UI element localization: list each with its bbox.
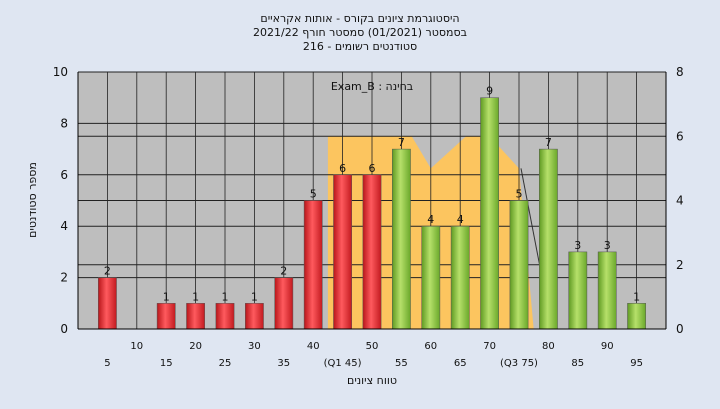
bar: [333, 174, 352, 330]
y-axis-label: מספר סטודנטים: [26, 162, 39, 238]
bar-value-label: 7: [398, 136, 405, 149]
x-tick-label: (Q1 45): [324, 358, 362, 369]
x-tick-label: 20: [189, 341, 202, 352]
x-tick-label: 40: [307, 341, 320, 352]
y-tick-label: 0: [60, 322, 68, 336]
bar-value-label: 4: [427, 213, 434, 226]
bar: [156, 303, 176, 330]
y-tick-label: 4: [60, 219, 68, 233]
x-tick-label: 5: [104, 358, 110, 369]
bar: [245, 303, 264, 330]
bar-value-label: 7: [545, 136, 552, 149]
bar-value-label: 6: [339, 162, 346, 175]
bar-value-label: 5: [516, 188, 523, 201]
bar: [215, 303, 235, 330]
x-tick-label: 60: [424, 341, 437, 352]
bar-value-label: 6: [369, 162, 376, 175]
x-tick-label: (Q3 75): [500, 358, 538, 369]
y2-tick-label: 8: [676, 65, 684, 79]
bar: [627, 303, 646, 330]
bar: [274, 277, 294, 330]
x-tick-label: 10: [130, 341, 143, 352]
bar-value-label: 9: [486, 85, 493, 98]
bar: [362, 174, 382, 330]
x-tick-label: 85: [571, 358, 584, 369]
y2-tick-label: 0: [676, 322, 684, 336]
median-trend-line: [520, 168, 542, 273]
bar-value-label: 1: [192, 290, 199, 303]
bar-value-label: 3: [574, 239, 581, 252]
bar-value-label: 2: [104, 265, 111, 278]
bar-value-label: 1: [633, 290, 640, 303]
x-tick-label: 25: [219, 358, 232, 369]
bar-value-label: 4: [457, 213, 464, 226]
x-tick-label: 55: [395, 358, 408, 369]
x-tick-label: 50: [366, 341, 379, 352]
bar: [568, 251, 588, 330]
bar-value-label: 5: [310, 188, 317, 201]
y-tick-label: 10: [53, 65, 68, 79]
bar: [597, 251, 617, 330]
bar-value-label: 1: [163, 290, 170, 303]
y2-tick-label: 2: [676, 258, 684, 272]
bar: [392, 148, 411, 330]
x-tick-label: 30: [248, 341, 261, 352]
y-tick-label: 8: [60, 116, 68, 130]
x-tick-label: 65: [454, 358, 467, 369]
bar-value-label: 3: [604, 239, 611, 252]
x-axis-label: טווח ציונים: [347, 374, 397, 387]
bar-value-label: 2: [280, 265, 287, 278]
bar: [303, 200, 323, 330]
bar: [509, 200, 529, 330]
title-line-3: סטודנטים רשומים - 216: [303, 40, 417, 53]
x-tick-label: 80: [542, 341, 555, 352]
x-tick-label: 35: [277, 358, 290, 369]
bar: [539, 148, 558, 330]
y2-tick-label: 6: [676, 129, 684, 143]
bar-value-label: 1: [251, 290, 258, 303]
bar: [186, 303, 205, 330]
bar: [480, 97, 499, 330]
x-tick-label: 15: [160, 358, 173, 369]
exam-annotation: בחינה : Exam_B: [331, 80, 413, 93]
x-tick-label: 90: [601, 341, 614, 352]
y-tick-label: 6: [60, 168, 68, 182]
x-tick-label: 70: [483, 341, 496, 352]
bar: [450, 225, 470, 330]
y-tick-label: 2: [60, 271, 68, 285]
bar: [98, 277, 117, 330]
bars: 2 1 1 1 1 2 5 6 6 7 4 4 9 5 7 3 3 1: [98, 85, 646, 330]
title-line-2: בסמסטר (01/2021) סמסטר חורף 2021/22: [253, 26, 467, 39]
title-line-1: היסטוגרמת ציונים בקורס - אותות אקראיים: [260, 12, 459, 25]
bar-value-label: 1: [222, 290, 229, 303]
x-tick-label: 95: [630, 358, 643, 369]
chart-title: היסטוגרמת ציונים בקורס - אותות אקראיים ב…: [253, 12, 467, 53]
bar: [421, 225, 441, 330]
y2-tick-label: 4: [676, 194, 684, 208]
